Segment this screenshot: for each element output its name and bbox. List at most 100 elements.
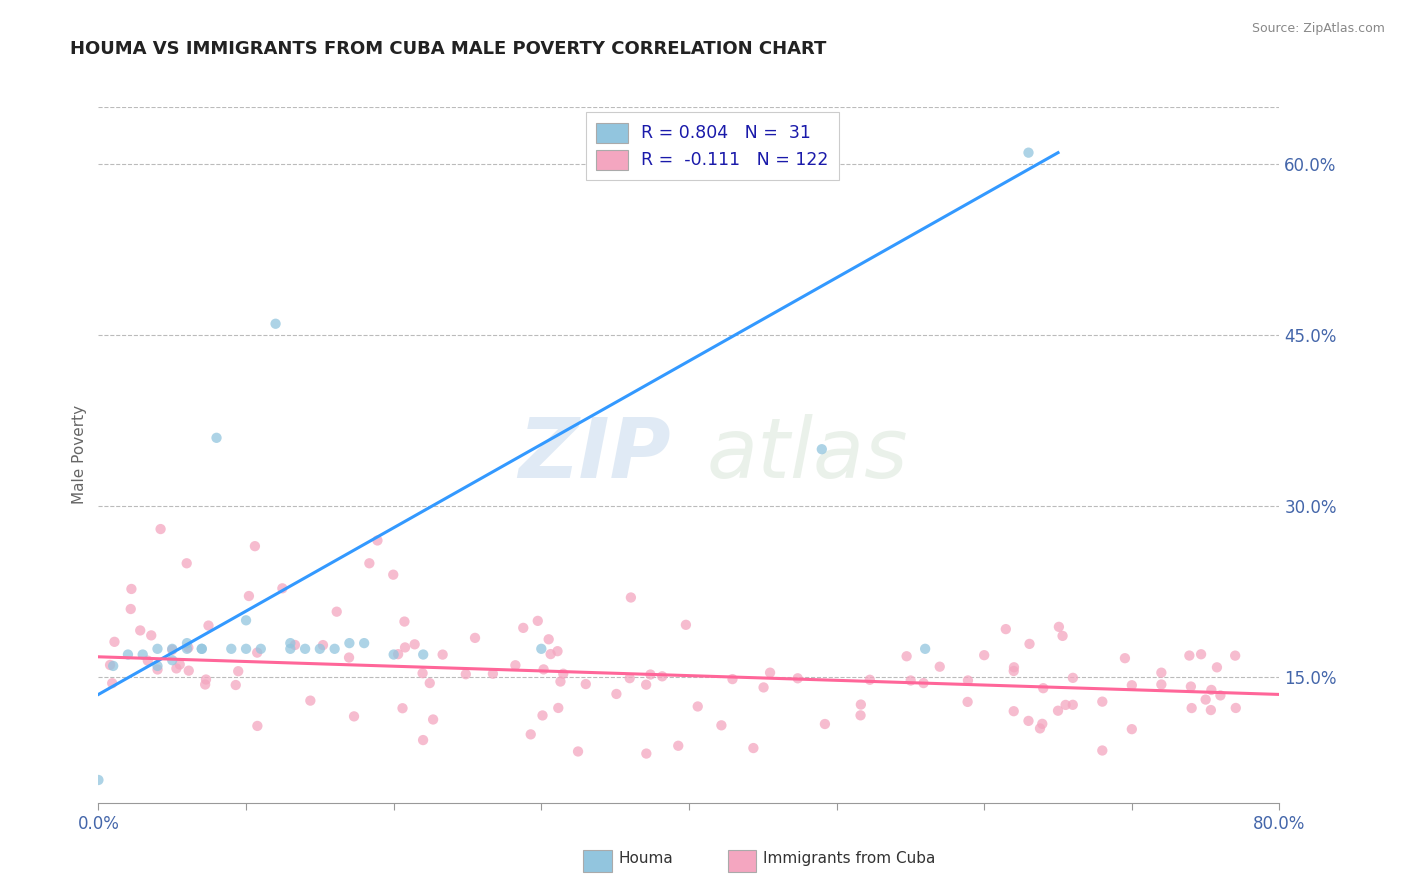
Point [973,648,995,663]
Point [205,431,228,445]
Point [505,658,527,673]
Point [1206,660,1229,674]
Point [1091,695,1114,709]
Point [814,717,837,731]
Point [177,664,200,678]
Point [1018,637,1040,651]
Point [146,659,169,673]
Point [412,733,434,747]
Point [404,637,426,651]
Point [359,556,381,570]
Point [325,605,347,619]
Text: Houma: Houma [619,851,673,865]
Point [620,591,643,605]
Point [87,772,110,787]
Point [264,317,287,331]
Point [710,718,733,732]
Point [353,636,375,650]
Point [1062,671,1084,685]
Point [339,636,360,650]
Point [666,739,689,753]
Point [98,657,121,672]
Point [636,747,658,761]
Point [464,631,486,645]
Point [278,641,302,656]
Point [197,618,219,632]
Point [1017,714,1039,728]
Point [432,648,454,662]
Point [176,556,198,570]
Point [195,673,218,687]
Point [271,582,294,596]
Legend: R = 0.804   N =  31, R =  -0.111   N = 122: R = 0.804 N = 31, R = -0.111 N = 122 [586,112,839,180]
Point [422,713,444,727]
Point [309,641,332,656]
Point [382,567,405,582]
Point [419,676,441,690]
Point [605,687,627,701]
Point [243,539,266,553]
Point [1178,648,1201,663]
Point [1223,648,1246,663]
Point [640,667,662,681]
Point [136,654,159,668]
Point [1199,703,1222,717]
Point [956,695,979,709]
Point [1017,145,1039,160]
Point [519,727,541,741]
Point [366,533,388,548]
Point [849,698,872,712]
Point [312,638,335,652]
Point [191,641,214,656]
Point [103,659,125,673]
Point [149,522,172,536]
Point [550,674,572,689]
Point [337,650,360,665]
Point [547,701,569,715]
Point [225,678,247,692]
Point [636,678,658,692]
Point [120,582,142,596]
Point [394,640,416,655]
Point [994,622,1017,636]
Point [103,635,125,649]
Point [1054,698,1077,712]
Point [394,615,416,629]
Point [294,641,316,656]
Point [686,699,709,714]
Point [1189,647,1212,661]
Point [1031,716,1053,731]
Point [533,662,555,676]
Point [547,644,569,658]
Point [540,647,562,661]
Text: ZIP: ZIP [519,415,671,495]
Point [278,636,302,650]
Point [1062,698,1084,712]
Point [160,642,183,657]
Point [1002,704,1025,718]
Point [162,653,183,667]
Point [146,641,169,656]
Point [387,647,409,661]
Point [177,640,200,655]
Point [896,649,918,664]
Point [238,589,260,603]
Point [482,666,505,681]
Point [343,709,366,723]
Point [786,671,808,685]
Point [721,672,744,686]
Point [129,624,152,638]
Point [226,664,249,678]
Text: HOUMA VS IMMIGRANTS FROM CUBA MALE POVERTY CORRELATION CHART: HOUMA VS IMMIGRANTS FROM CUBA MALE POVER… [70,40,827,58]
Point [956,673,979,688]
Point [1225,701,1247,715]
Point [849,708,872,723]
Point [146,663,169,677]
Point [176,636,198,650]
Point [1046,704,1069,718]
Point [1091,743,1114,757]
Point [1029,722,1052,736]
Point [759,665,782,680]
Point [194,677,217,691]
Point [250,641,273,656]
